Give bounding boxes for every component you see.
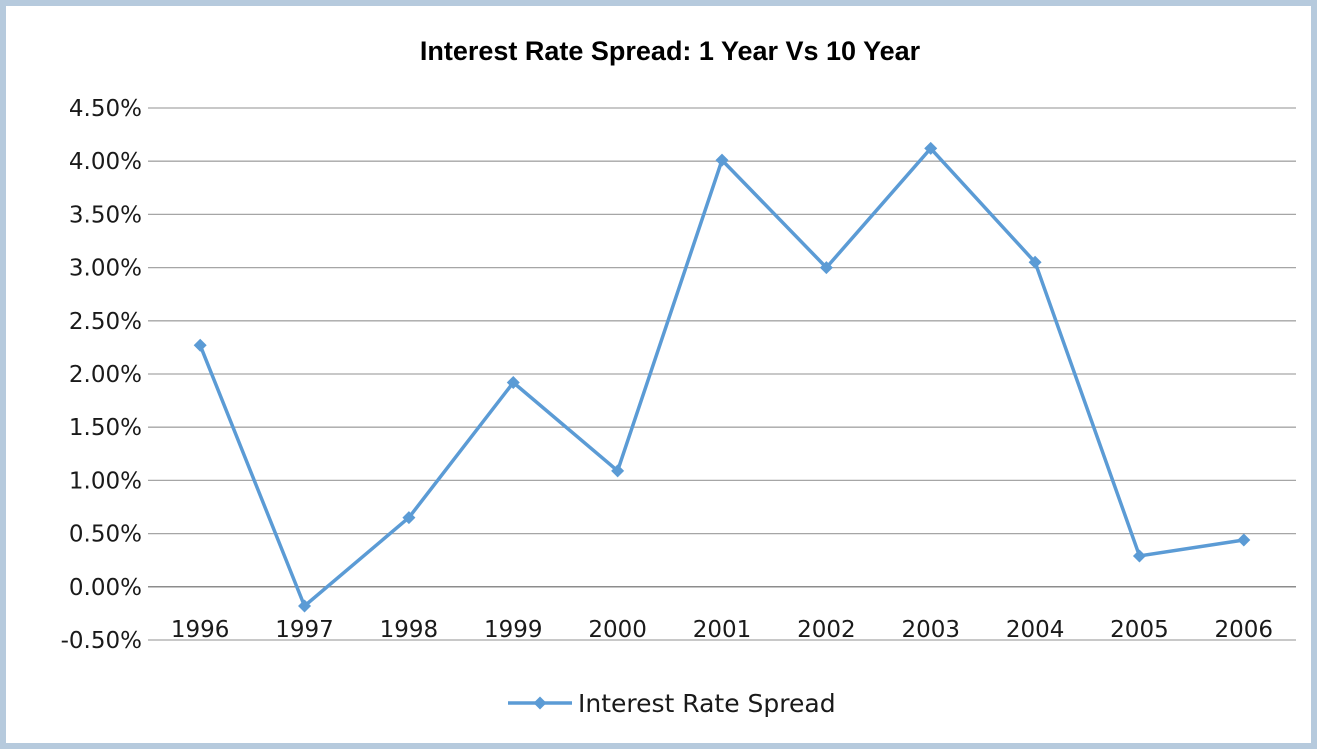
x-tick-label: 1999 <box>484 617 543 643</box>
y-tick-label: 4.00% <box>69 149 142 175</box>
x-tick-label: 2006 <box>1215 617 1274 643</box>
series-line <box>198 146 1245 608</box>
data-point-marker <box>1237 533 1251 547</box>
y-tick-label: 3.00% <box>69 256 142 282</box>
data-point-marker <box>402 511 416 525</box>
gridlines <box>148 107 1296 641</box>
y-tick-label: 3.50% <box>69 202 142 228</box>
data-point-marker <box>298 599 312 613</box>
y-tick-label: 1.50% <box>69 415 142 441</box>
legend-entry-label: Interest Rate Spread <box>578 689 836 718</box>
x-tick-label: 2004 <box>1006 617 1065 643</box>
data-point-marker <box>924 141 938 155</box>
legend-marker-icon <box>533 696 547 710</box>
x-tick-label: 2002 <box>797 617 856 643</box>
x-tick-label: 2005 <box>1110 617 1169 643</box>
y-tick-label: 2.50% <box>69 309 142 335</box>
y-tick-label: 2.00% <box>69 362 142 388</box>
data-point-marker <box>506 376 520 390</box>
x-tick-label: 2000 <box>588 617 647 643</box>
x-tick-label: 2001 <box>693 617 752 643</box>
data-point-marker <box>193 338 207 352</box>
y-tick-label: 0.50% <box>69 522 142 548</box>
x-tick-label: 1997 <box>275 617 334 643</box>
y-tick-label: -0.50% <box>61 628 142 654</box>
x-tick-label: 1998 <box>380 617 439 643</box>
chart-title: Interest Rate Spread: 1 Year Vs 10 Year <box>420 36 921 66</box>
x-tick-label: 1996 <box>171 617 230 643</box>
series-group <box>193 141 1251 613</box>
data-point-marker <box>1028 255 1042 269</box>
data-point-marker <box>1132 549 1146 563</box>
y-tick-label: 4.50% <box>69 96 142 122</box>
y-tick-label: 1.00% <box>69 468 142 494</box>
data-point-marker <box>715 153 729 167</box>
legend: Interest Rate Spread <box>508 689 836 718</box>
data-point-marker <box>611 464 625 478</box>
data-point-marker <box>819 261 833 275</box>
x-tick-label: 2003 <box>901 617 960 643</box>
y-tick-label: 0.00% <box>69 575 142 601</box>
x-axis-ticks: 1996 1997 1998 1999 2000 2001 2002 2003 2004 2005… <box>171 617 1273 643</box>
y-axis-ticks: 4.50% 4.00% 3.50% 3.00% 2.50% 2.00% 1.50% 1.00%… <box>61 96 142 654</box>
